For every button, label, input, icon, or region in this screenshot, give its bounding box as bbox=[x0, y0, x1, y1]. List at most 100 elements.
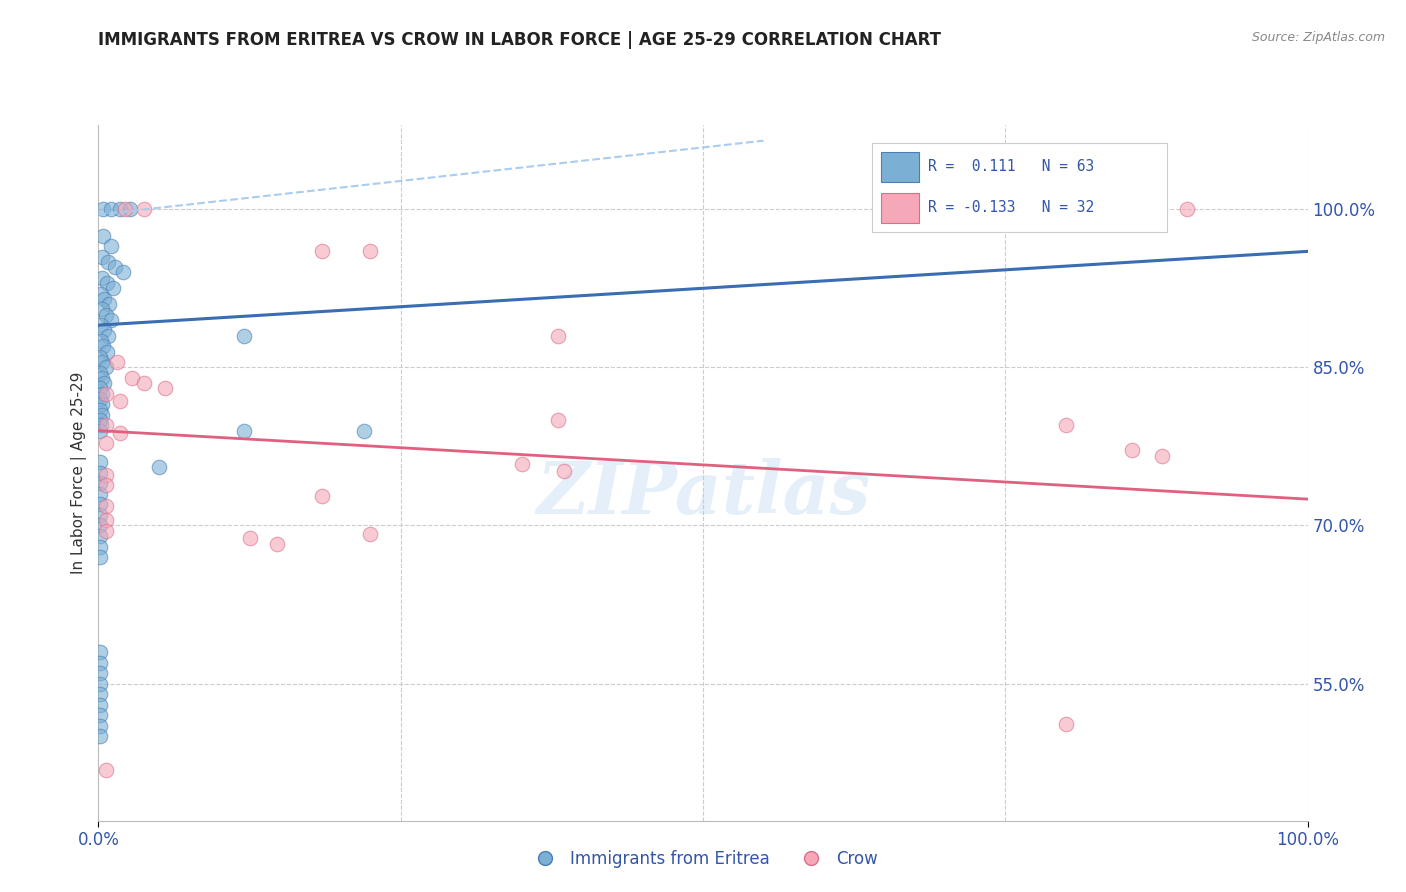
Point bbox=[93, 292, 115, 306]
Point bbox=[94, 436, 117, 450]
Point bbox=[89, 656, 111, 670]
Point bbox=[89, 366, 111, 380]
Point bbox=[1054, 418, 1077, 433]
Point bbox=[89, 698, 111, 712]
Bar bbox=[880, 152, 920, 182]
Point bbox=[89, 518, 111, 533]
Point bbox=[93, 376, 115, 391]
Point bbox=[89, 666, 111, 681]
Text: R =  0.111   N = 63: R = 0.111 N = 63 bbox=[928, 160, 1094, 174]
Point bbox=[91, 202, 114, 217]
Point bbox=[360, 244, 382, 259]
Point bbox=[89, 402, 111, 417]
Point bbox=[114, 202, 136, 217]
Point bbox=[89, 497, 111, 511]
Point bbox=[90, 334, 112, 348]
Point bbox=[91, 386, 114, 401]
Point bbox=[91, 270, 114, 285]
Point bbox=[89, 550, 111, 565]
Point bbox=[96, 276, 118, 290]
Point bbox=[148, 460, 170, 475]
Point bbox=[94, 524, 117, 538]
Point bbox=[266, 537, 288, 551]
Point bbox=[89, 350, 111, 364]
Point bbox=[100, 239, 122, 253]
Point bbox=[89, 687, 111, 701]
Point bbox=[90, 418, 112, 433]
Point bbox=[89, 676, 111, 690]
Point bbox=[94, 360, 117, 375]
Point bbox=[91, 250, 114, 264]
Text: R = -0.133   N = 32: R = -0.133 N = 32 bbox=[928, 201, 1094, 215]
Point bbox=[89, 708, 111, 723]
Point bbox=[105, 355, 128, 369]
Point bbox=[89, 719, 111, 733]
Point bbox=[311, 244, 333, 259]
Point bbox=[98, 297, 121, 311]
Point bbox=[121, 371, 143, 385]
Point bbox=[94, 386, 117, 401]
Point bbox=[89, 476, 111, 491]
Legend: Immigrants from Eritrea, Crow: Immigrants from Eritrea, Crow bbox=[522, 844, 884, 875]
Point bbox=[91, 302, 114, 317]
Point bbox=[90, 286, 112, 301]
Point bbox=[96, 344, 118, 359]
Point bbox=[97, 328, 120, 343]
Point bbox=[360, 527, 382, 541]
Point bbox=[90, 318, 112, 333]
Point bbox=[153, 381, 176, 395]
Text: Source: ZipAtlas.com: Source: ZipAtlas.com bbox=[1251, 31, 1385, 45]
Point bbox=[111, 265, 134, 279]
Point bbox=[1054, 716, 1077, 731]
Point bbox=[510, 458, 533, 472]
Point bbox=[100, 202, 122, 217]
Point bbox=[89, 729, 111, 743]
Point bbox=[94, 513, 117, 527]
Point bbox=[91, 371, 114, 385]
Point bbox=[91, 397, 114, 411]
Point bbox=[89, 529, 111, 543]
Text: ZIPatlas: ZIPatlas bbox=[536, 458, 870, 529]
Point bbox=[232, 424, 254, 438]
Point bbox=[89, 424, 111, 438]
Point bbox=[91, 228, 114, 243]
Point bbox=[94, 763, 117, 777]
Point bbox=[94, 467, 117, 482]
Point bbox=[239, 531, 262, 545]
Point bbox=[94, 418, 117, 433]
Point bbox=[108, 425, 131, 440]
Point bbox=[89, 413, 111, 427]
Point bbox=[353, 424, 375, 438]
Point bbox=[547, 328, 569, 343]
Text: IMMIGRANTS FROM ERITREA VS CROW IN LABOR FORCE | AGE 25-29 CORRELATION CHART: IMMIGRANTS FROM ERITREA VS CROW IN LABOR… bbox=[98, 31, 942, 49]
Point bbox=[101, 281, 124, 295]
Point bbox=[547, 413, 569, 427]
Point bbox=[1175, 202, 1198, 217]
Point bbox=[89, 466, 111, 480]
Point bbox=[91, 408, 114, 422]
Point bbox=[89, 645, 111, 659]
Point bbox=[1121, 442, 1143, 457]
Point bbox=[100, 313, 122, 327]
Point bbox=[89, 508, 111, 522]
Bar bbox=[880, 193, 920, 223]
Point bbox=[134, 202, 156, 217]
Point bbox=[94, 308, 117, 322]
Point bbox=[89, 392, 111, 406]
Point bbox=[93, 323, 115, 337]
Point bbox=[311, 489, 333, 503]
Point bbox=[89, 540, 111, 554]
Point bbox=[94, 500, 117, 514]
Point bbox=[89, 381, 111, 395]
Point bbox=[104, 260, 127, 275]
Point bbox=[134, 376, 156, 391]
Point bbox=[108, 202, 131, 217]
Point bbox=[232, 328, 254, 343]
Point bbox=[89, 487, 111, 501]
Point bbox=[118, 202, 141, 217]
Point bbox=[97, 255, 120, 269]
Point bbox=[1152, 449, 1174, 463]
Point bbox=[108, 394, 131, 409]
Y-axis label: In Labor Force | Age 25-29: In Labor Force | Age 25-29 bbox=[72, 372, 87, 574]
Point bbox=[89, 455, 111, 469]
